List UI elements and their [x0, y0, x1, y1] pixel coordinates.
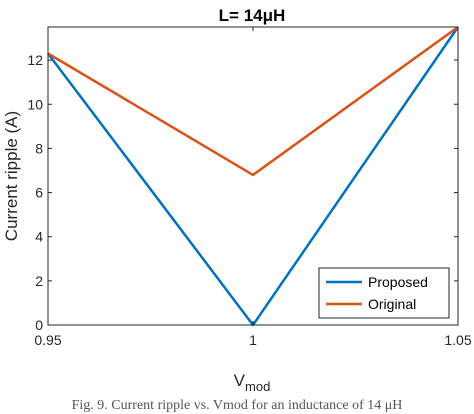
legend-box: [318, 267, 450, 319]
x-axis-label: Vmod: [234, 371, 271, 394]
x-tick-label: 0.95: [34, 332, 61, 348]
y-tick-label: 2: [35, 273, 43, 289]
y-tick-label: 10: [27, 96, 43, 112]
plot-frame: [47, 26, 459, 326]
legend: Proposed Original: [318, 267, 450, 319]
y-tick-label: 0: [35, 317, 43, 333]
legend-label-proposed: Proposed: [368, 274, 428, 290]
figure-caption: Fig. 9. Current ripple vs. Vmod for an i…: [71, 398, 403, 413]
chart: L= 14μH 0 2 4 6 8 10 12 0.95 1 1.05 Current rippl…: [2, 6, 472, 394]
x-tick-label: 1.05: [444, 332, 471, 348]
tick-layer: 0 2 4 6 8 10 12 0.95 1 1.05: [27, 27, 472, 348]
y-tick-label: 8: [35, 140, 43, 156]
legend-label-original: Original: [368, 296, 416, 312]
y-tick-label: 12: [27, 52, 43, 68]
series-line-original: [47, 25, 459, 177]
x-tick-label: 1: [249, 332, 257, 348]
y-axis-label: Current ripple (A): [2, 111, 21, 241]
y-tick-label: 6: [35, 185, 43, 201]
chart-title: L= 14μH: [219, 6, 286, 25]
y-tick-label: 4: [35, 229, 43, 245]
